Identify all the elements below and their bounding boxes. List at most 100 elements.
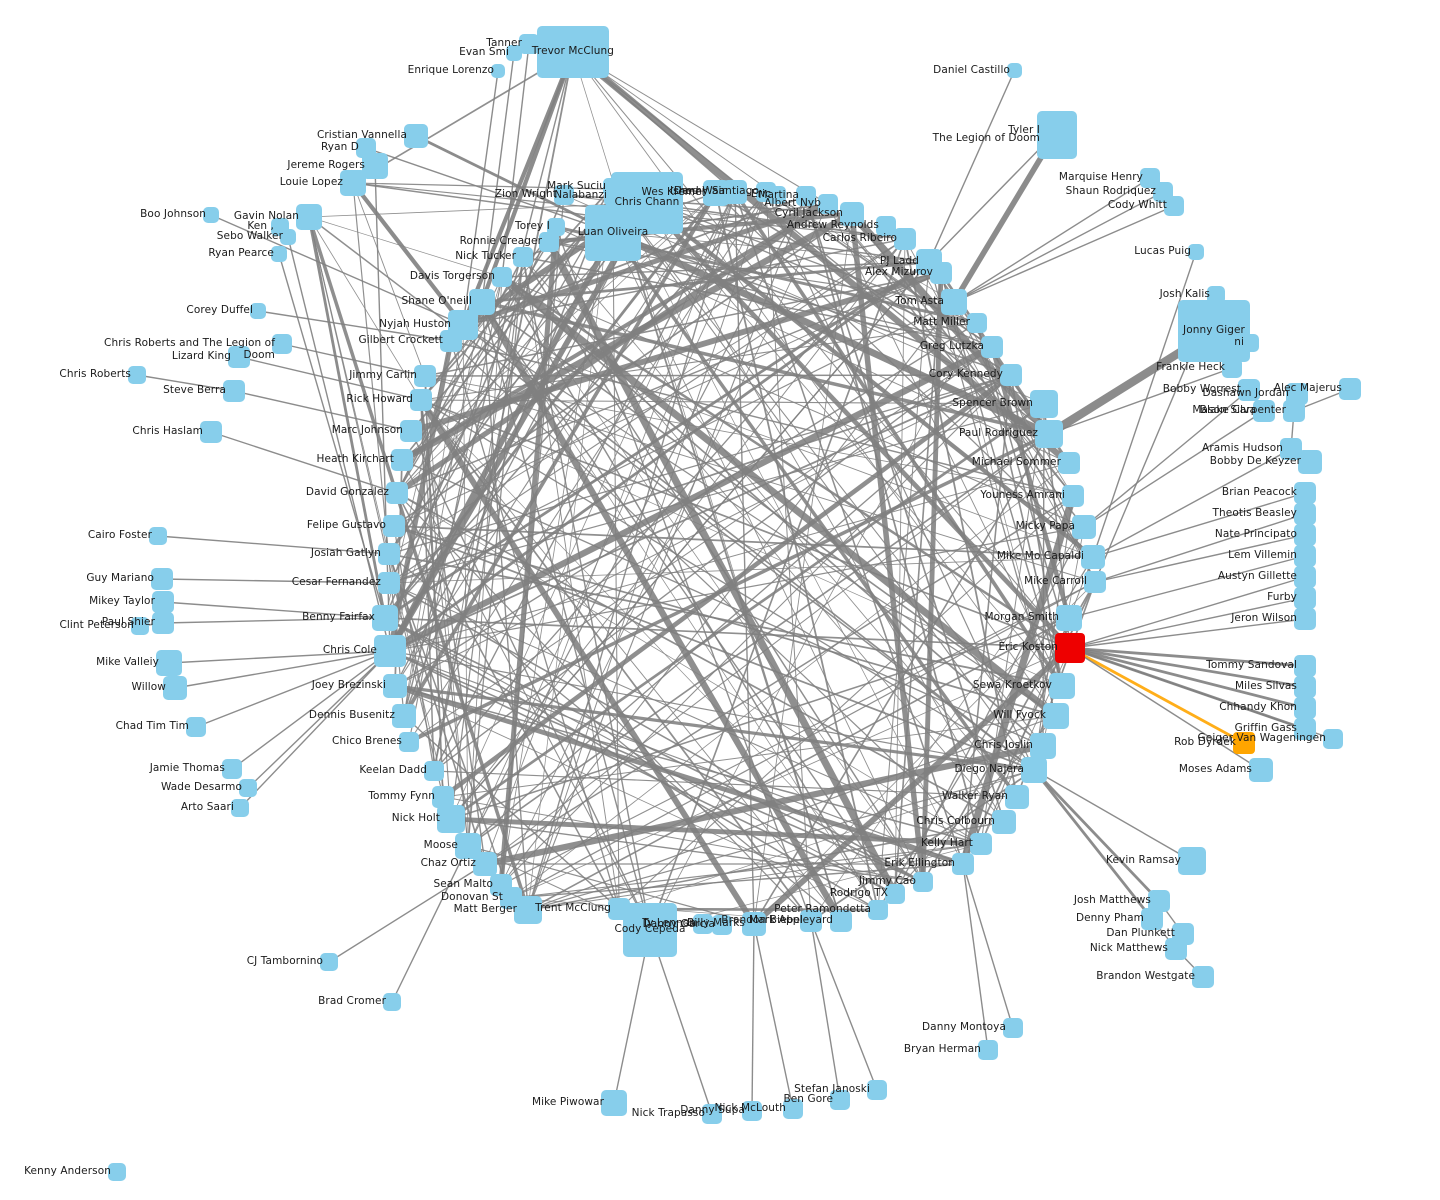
graph-node[interactable] xyxy=(131,617,149,635)
graph-node[interactable] xyxy=(151,568,173,590)
graph-node[interactable] xyxy=(383,674,407,698)
graph-node[interactable] xyxy=(400,420,422,442)
graph-node[interactable] xyxy=(437,805,465,833)
graph-node[interactable] xyxy=(414,365,436,387)
graph-node[interactable] xyxy=(506,45,522,61)
graph-node[interactable] xyxy=(1294,545,1316,567)
graph-node[interactable] xyxy=(1007,63,1022,78)
graph-node[interactable] xyxy=(1339,378,1361,400)
graph-node[interactable] xyxy=(513,247,533,267)
graph-node[interactable] xyxy=(152,612,174,634)
graph-node[interactable] xyxy=(1294,566,1316,588)
graph-node[interactable] xyxy=(800,910,822,932)
graph-node[interactable] xyxy=(952,853,974,875)
graph-node[interactable] xyxy=(992,810,1016,834)
graph-node[interactable] xyxy=(830,1090,850,1110)
graph-node[interactable] xyxy=(239,779,257,797)
graph-node[interactable] xyxy=(374,635,406,667)
graph-node[interactable] xyxy=(742,1101,762,1121)
graph-node[interactable] xyxy=(410,389,432,411)
graph-node[interactable] xyxy=(1249,758,1273,782)
graph-node[interactable] xyxy=(128,366,146,384)
graph-node[interactable] xyxy=(1062,485,1084,507)
graph-node[interactable] xyxy=(783,1099,803,1119)
graph-node[interactable] xyxy=(840,202,864,226)
graph-node[interactable] xyxy=(424,761,444,781)
graph-node[interactable] xyxy=(250,303,266,319)
graph-node[interactable] xyxy=(404,124,428,148)
graph-node[interactable] xyxy=(1141,908,1163,930)
graph-node[interactable] xyxy=(163,676,187,700)
graph-node[interactable] xyxy=(712,915,732,935)
graph-node[interactable] xyxy=(585,205,641,261)
graph-node[interactable] xyxy=(1280,438,1302,460)
graph-node[interactable] xyxy=(601,1090,627,1116)
graph-node[interactable] xyxy=(1058,452,1080,474)
graph-node[interactable] xyxy=(391,449,413,471)
graph-node[interactable] xyxy=(340,170,366,196)
graph-node[interactable] xyxy=(383,515,405,537)
graph-node[interactable] xyxy=(913,872,933,892)
graph-node[interactable] xyxy=(1084,571,1106,593)
graph-node[interactable] xyxy=(1055,633,1085,663)
graph-node[interactable] xyxy=(1222,358,1242,378)
graph-node[interactable] xyxy=(1323,729,1343,749)
graph-node[interactable] xyxy=(514,896,542,924)
graph-node[interactable] xyxy=(1030,733,1056,759)
graph-node[interactable] xyxy=(1207,286,1225,304)
graph-node[interactable] xyxy=(1030,390,1058,418)
graph-node[interactable] xyxy=(1178,847,1206,875)
graph-node[interactable] xyxy=(280,229,296,245)
graph-node[interactable] xyxy=(537,26,609,78)
graph-node[interactable] xyxy=(372,605,398,631)
graph-node[interactable] xyxy=(108,1163,126,1181)
graph-node[interactable] xyxy=(1238,379,1260,401)
graph-node[interactable] xyxy=(152,591,174,613)
graph-node[interactable] xyxy=(867,1080,887,1100)
graph-node[interactable] xyxy=(156,650,182,676)
graph-node[interactable] xyxy=(1294,676,1316,698)
graph-node[interactable] xyxy=(970,833,992,855)
graph-node[interactable] xyxy=(1037,119,1077,159)
graph-node[interactable] xyxy=(693,914,713,934)
graph-node[interactable] xyxy=(1148,890,1170,912)
graph-node[interactable] xyxy=(203,207,219,223)
graph-node[interactable] xyxy=(440,330,462,352)
graph-node[interactable] xyxy=(768,186,786,204)
graph-node[interactable] xyxy=(876,216,896,236)
graph-node[interactable] xyxy=(723,180,747,204)
graph-node[interactable] xyxy=(830,910,852,932)
graph-node[interactable] xyxy=(149,527,167,545)
graph-node[interactable] xyxy=(967,313,987,333)
graph-node[interactable] xyxy=(320,953,338,971)
graph-node[interactable] xyxy=(1056,605,1082,631)
graph-node[interactable] xyxy=(1035,420,1063,448)
graph-node[interactable] xyxy=(378,543,400,565)
graph-node[interactable] xyxy=(492,267,512,287)
graph-node[interactable] xyxy=(547,218,565,236)
graph-node[interactable] xyxy=(742,912,766,936)
graph-node[interactable] xyxy=(1294,655,1316,677)
graph-node[interactable] xyxy=(1286,383,1308,405)
graph-node[interactable] xyxy=(539,232,559,252)
graph-node[interactable] xyxy=(941,289,967,315)
graph-node[interactable] xyxy=(362,153,388,179)
graph-node[interactable] xyxy=(399,732,419,752)
graph-node[interactable] xyxy=(519,34,539,54)
graph-node[interactable] xyxy=(1000,364,1022,386)
graph-node[interactable] xyxy=(868,900,888,920)
graph-node[interactable] xyxy=(1294,718,1316,740)
graph-node[interactable] xyxy=(818,194,838,214)
graph-node[interactable] xyxy=(1294,608,1316,630)
graph-node[interactable] xyxy=(554,185,574,205)
graph-node[interactable] xyxy=(1165,938,1187,960)
graph-node[interactable] xyxy=(1233,732,1255,754)
graph-node[interactable] xyxy=(1049,673,1075,699)
graph-node[interactable] xyxy=(378,572,400,594)
graph-node[interactable] xyxy=(186,717,206,737)
graph-node[interactable] xyxy=(1164,196,1184,216)
graph-node[interactable] xyxy=(604,186,624,206)
graph-node[interactable] xyxy=(200,421,222,443)
graph-node[interactable] xyxy=(222,759,242,779)
graph-node[interactable] xyxy=(392,704,416,728)
